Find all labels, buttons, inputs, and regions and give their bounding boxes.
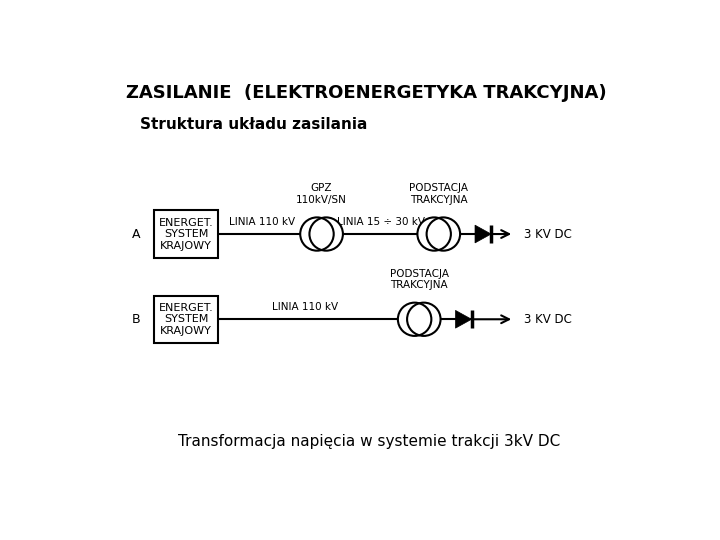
Polygon shape: [456, 310, 472, 328]
Ellipse shape: [310, 218, 343, 251]
Text: PODSTACJA
TRAKCYJNA: PODSTACJA TRAKCYJNA: [390, 268, 449, 290]
Text: 3 KV DC: 3 KV DC: [523, 227, 572, 240]
Text: 3 KV DC: 3 KV DC: [523, 313, 572, 326]
Ellipse shape: [418, 218, 451, 251]
Ellipse shape: [398, 302, 431, 336]
Ellipse shape: [407, 302, 441, 336]
Polygon shape: [475, 225, 491, 243]
Text: B: B: [132, 313, 140, 326]
Text: LINIA 15 ÷ 30 kV: LINIA 15 ÷ 30 kV: [338, 217, 426, 227]
Bar: [154, 210, 218, 258]
Text: Struktura układu zasilania: Struktura układu zasilania: [140, 117, 368, 132]
Text: GPZ
110kV/SN: GPZ 110kV/SN: [296, 183, 347, 205]
Ellipse shape: [427, 218, 460, 251]
Bar: [154, 295, 218, 343]
Text: PODSTACJA
TRAKCYJNA: PODSTACJA TRAKCYJNA: [409, 183, 468, 205]
Text: Transformacja napięcia w systemie trakcji 3kV DC: Transformacja napięcia w systemie trakcj…: [178, 434, 560, 449]
Ellipse shape: [300, 218, 333, 251]
Text: ZASILANIE  (ELEKTROENERGETYKA TRAKCYJNA): ZASILANIE (ELEKTROENERGETYKA TRAKCYJNA): [126, 84, 607, 102]
Text: A: A: [132, 227, 140, 240]
Text: ENERGET.
SYSTEM
KRAJOWY: ENERGET. SYSTEM KRAJOWY: [159, 218, 214, 251]
Text: ENERGET.
SYSTEM
KRAJOWY: ENERGET. SYSTEM KRAJOWY: [159, 303, 214, 336]
Text: LINIA 110 kV: LINIA 110 kV: [230, 217, 295, 227]
Text: LINIA 110 kV: LINIA 110 kV: [271, 302, 338, 312]
